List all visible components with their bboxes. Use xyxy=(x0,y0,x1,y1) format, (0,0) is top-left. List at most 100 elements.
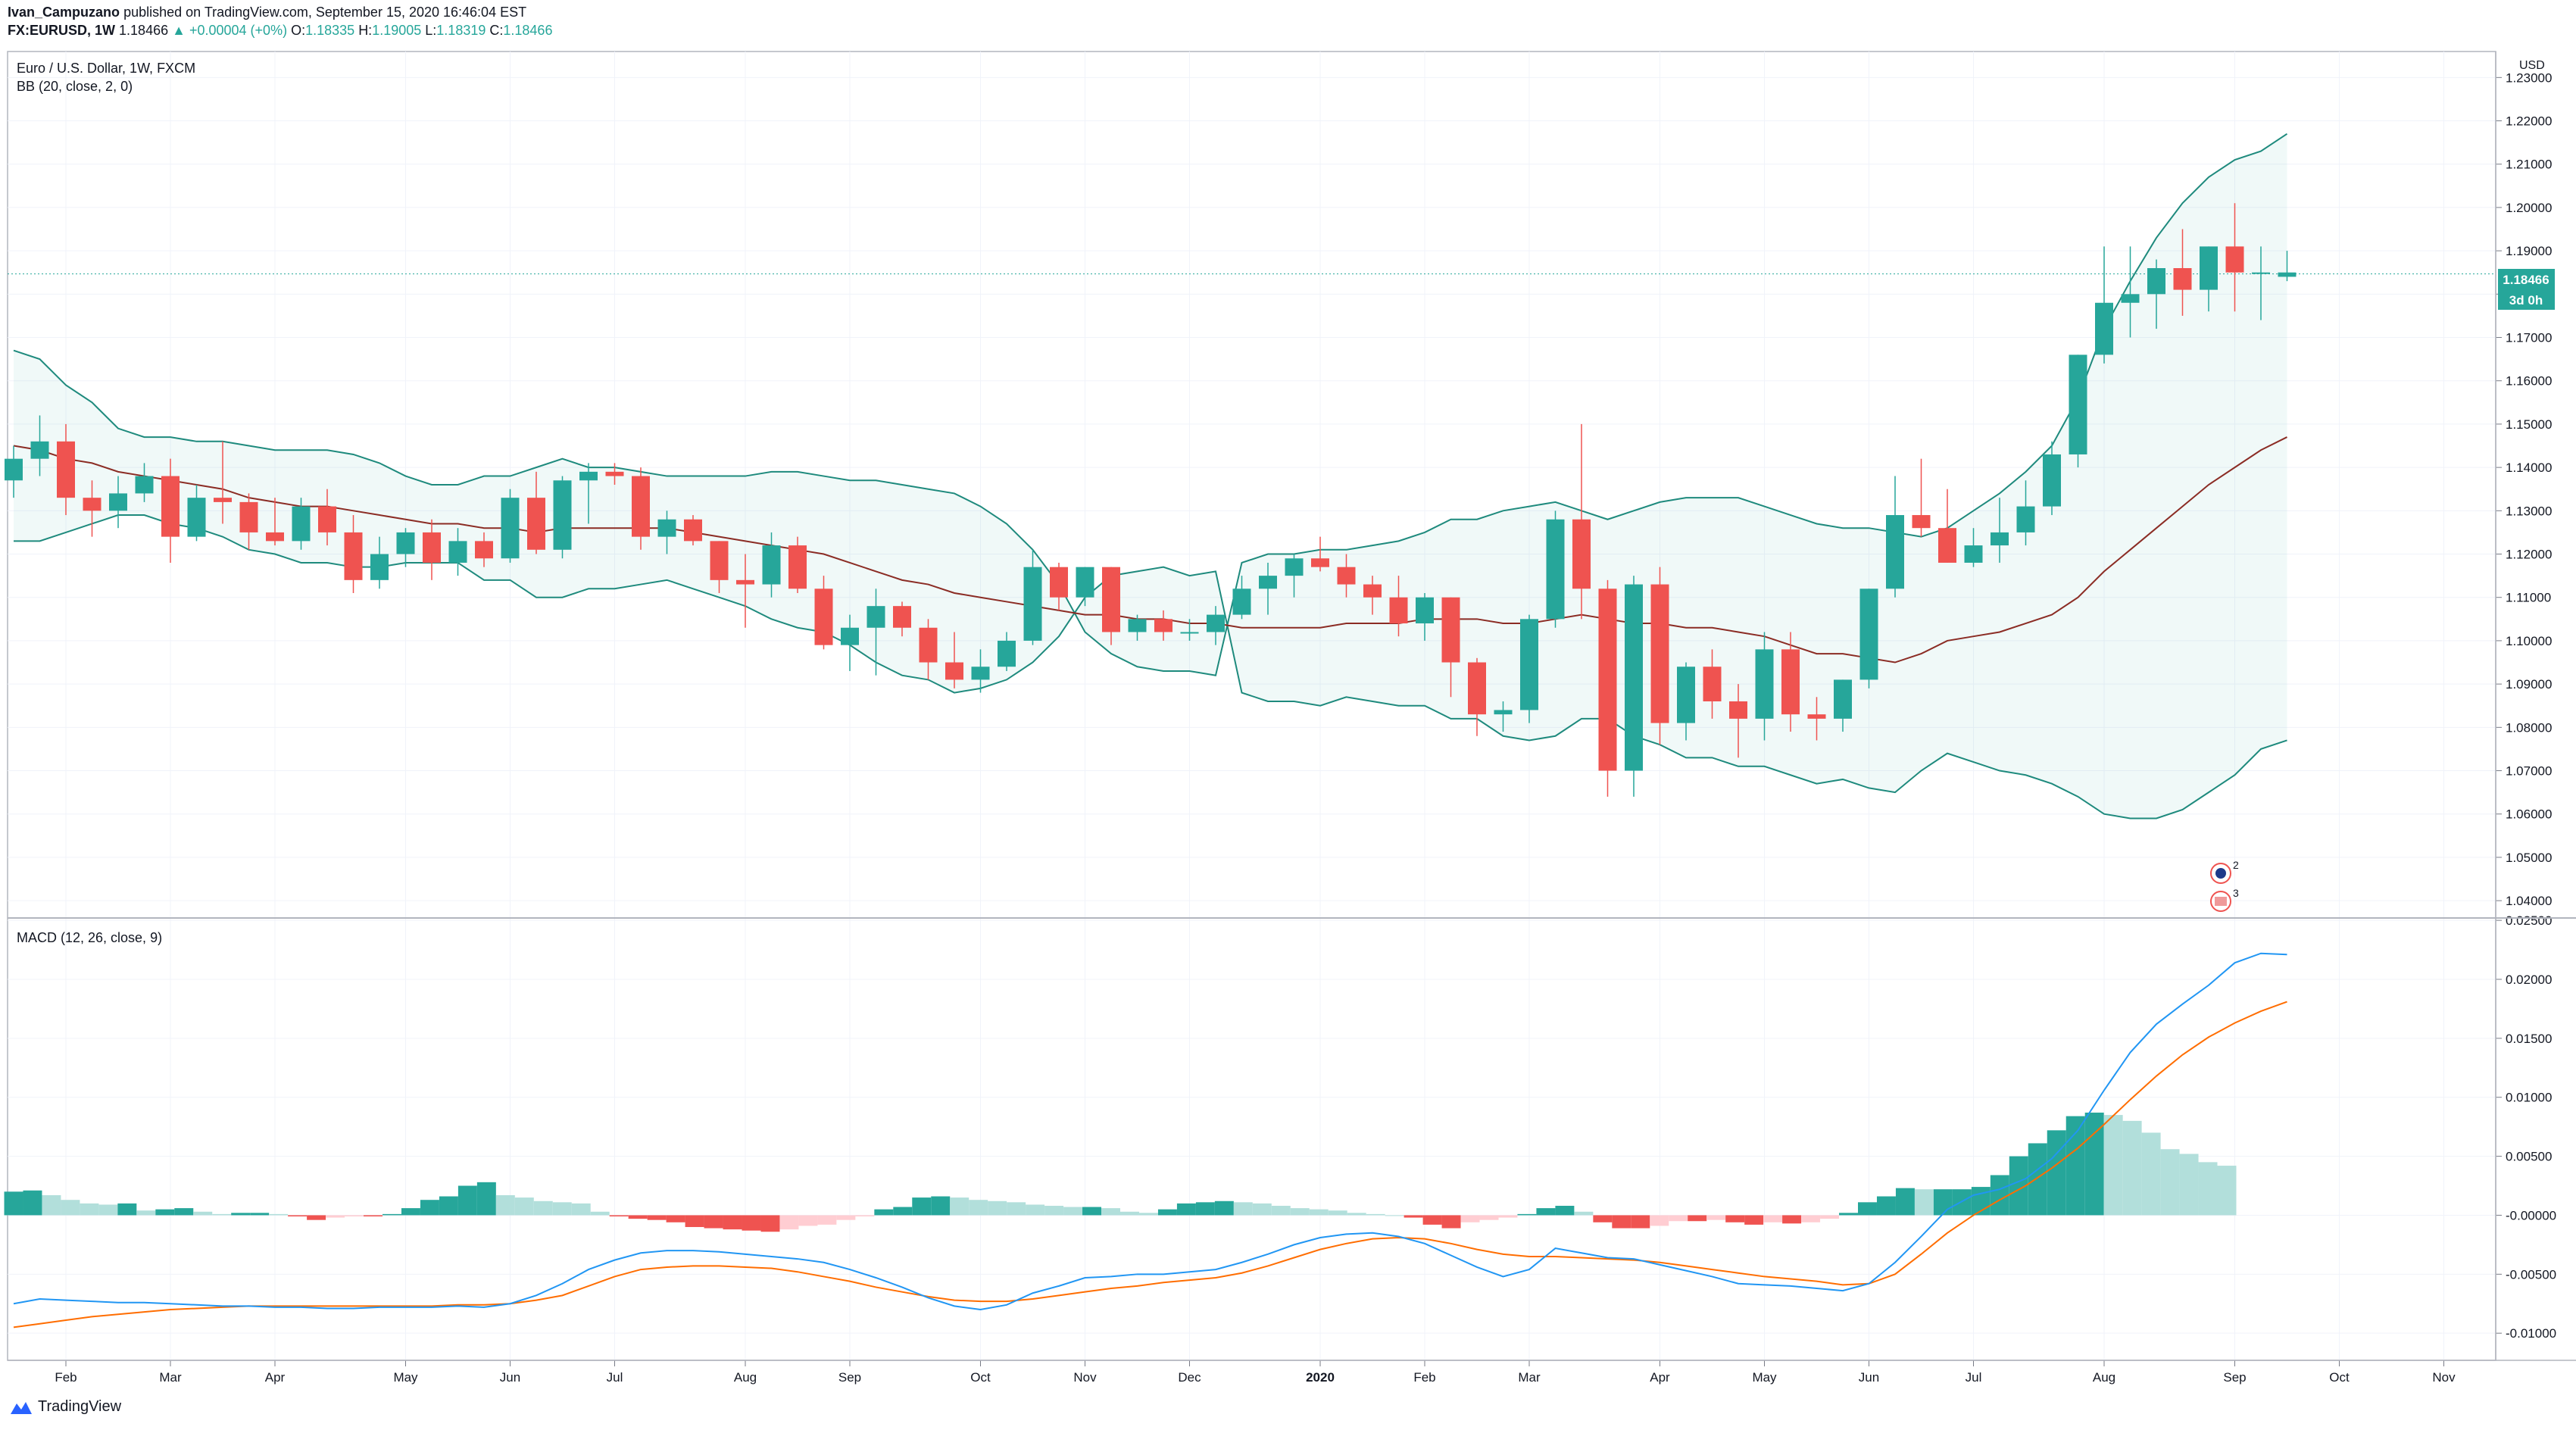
candle[interactable] xyxy=(1494,701,1513,732)
candle[interactable] xyxy=(475,532,493,567)
candle[interactable] xyxy=(1938,489,1956,563)
candle[interactable] xyxy=(1703,649,1722,719)
candle[interactable] xyxy=(214,441,232,524)
candle[interactable] xyxy=(1389,576,1408,637)
candle[interactable] xyxy=(814,576,833,650)
candle[interactable] xyxy=(2121,246,2140,338)
candle[interactable] xyxy=(1572,423,1591,620)
candle[interactable] xyxy=(396,528,415,567)
candle[interactable] xyxy=(736,554,754,628)
candle[interactable] xyxy=(1755,632,1774,741)
candle[interactable] xyxy=(1598,579,1617,797)
candle[interactable] xyxy=(318,489,336,546)
candle[interactable] xyxy=(1311,536,1329,572)
candle[interactable] xyxy=(109,476,127,529)
candle[interactable] xyxy=(657,510,676,554)
candle[interactable] xyxy=(161,458,180,563)
candle[interactable] xyxy=(998,632,1016,671)
candle[interactable] xyxy=(5,445,23,498)
candle[interactable] xyxy=(945,632,963,688)
candle[interactable] xyxy=(344,515,363,593)
candle[interactable] xyxy=(1807,697,1826,741)
candle[interactable] xyxy=(1285,554,1304,598)
candle[interactable] xyxy=(1729,684,1747,758)
candle[interactable] xyxy=(292,498,311,550)
candle[interactable] xyxy=(1441,597,1460,698)
candle[interactable] xyxy=(1154,610,1172,641)
candle[interactable] xyxy=(762,532,781,598)
candle[interactable] xyxy=(527,471,545,554)
candle[interactable] xyxy=(448,528,467,576)
candle[interactable] xyxy=(710,541,729,593)
candle[interactable] xyxy=(239,493,258,550)
candle[interactable] xyxy=(1180,619,1199,641)
candle[interactable] xyxy=(1677,662,1695,741)
candle[interactable] xyxy=(971,649,990,693)
candle[interactable] xyxy=(187,485,206,542)
candle[interactable] xyxy=(1337,554,1356,598)
candle[interactable] xyxy=(632,467,650,550)
candle[interactable] xyxy=(1859,589,1878,688)
main-title[interactable]: Euro / U.S. Dollar, 1W, FXCM xyxy=(17,61,196,76)
candle[interactable] xyxy=(2225,203,2244,312)
candle[interactable] xyxy=(135,463,154,502)
macd-histogram-bar xyxy=(23,1190,42,1216)
candle[interactable] xyxy=(866,589,885,676)
candle[interactable] xyxy=(30,415,49,476)
candle[interactable] xyxy=(1259,562,1277,615)
candle[interactable] xyxy=(2278,251,2297,282)
candle[interactable] xyxy=(841,614,859,671)
candle[interactable] xyxy=(893,601,911,637)
candle[interactable] xyxy=(553,476,572,559)
candle[interactable] xyxy=(1781,632,1800,732)
candle[interactable] xyxy=(370,536,389,589)
candle[interactable] xyxy=(1363,576,1382,615)
candle[interactable] xyxy=(2095,246,2113,364)
candle[interactable] xyxy=(1991,498,2009,563)
candle[interactable] xyxy=(1416,593,1434,641)
candle[interactable] xyxy=(2069,354,2087,468)
candle[interactable] xyxy=(1650,567,1669,745)
macd-legend[interactable]: MACD (12, 26, close, 9) xyxy=(17,930,163,945)
candle[interactable] xyxy=(1050,562,1068,610)
currency-label[interactable]: USD xyxy=(2519,59,2545,72)
candle[interactable] xyxy=(1520,614,1538,723)
candles[interactable] xyxy=(5,203,2297,797)
candle[interactable] xyxy=(2043,441,2061,516)
candle[interactable] xyxy=(684,515,702,546)
candle[interactable] xyxy=(1076,567,1094,607)
candle[interactable] xyxy=(2016,480,2035,546)
candle[interactable] xyxy=(1912,458,1931,537)
candle[interactable] xyxy=(1964,528,1983,567)
economic-events[interactable]: 2 3 xyxy=(2210,859,2239,912)
candle[interactable] xyxy=(1128,614,1147,641)
candle[interactable] xyxy=(83,480,101,537)
candle[interactable] xyxy=(2200,246,2218,312)
candle[interactable] xyxy=(1546,510,1565,628)
candle[interactable] xyxy=(423,519,441,580)
macd-pane[interactable] xyxy=(4,952,2287,1329)
candle[interactable] xyxy=(605,463,624,485)
time-tick-label: Aug xyxy=(734,1370,757,1385)
candle[interactable] xyxy=(57,423,75,516)
candle[interactable] xyxy=(1232,576,1251,620)
candle[interactable] xyxy=(788,536,807,593)
candle[interactable] xyxy=(579,463,598,524)
candle[interactable] xyxy=(1102,567,1120,645)
candle[interactable] xyxy=(1468,657,1486,736)
candle[interactable] xyxy=(266,498,284,546)
candle[interactable] xyxy=(1886,476,1904,598)
tradingview-logo[interactable]: TradingView xyxy=(8,1398,121,1416)
candle[interactable] xyxy=(1023,549,1042,645)
candle[interactable] xyxy=(1625,576,1643,797)
bb-legend[interactable]: BB (20, close, 2, 0) xyxy=(17,79,133,94)
candle[interactable] xyxy=(501,489,520,563)
candle[interactable] xyxy=(2252,246,2270,320)
candle[interactable] xyxy=(1834,679,1852,732)
candle[interactable] xyxy=(1207,606,1225,645)
publisher-name[interactable]: Ivan_Campuzano xyxy=(8,5,120,20)
candle[interactable] xyxy=(2173,229,2192,316)
candle[interactable] xyxy=(919,619,938,680)
candle[interactable] xyxy=(2147,259,2165,329)
